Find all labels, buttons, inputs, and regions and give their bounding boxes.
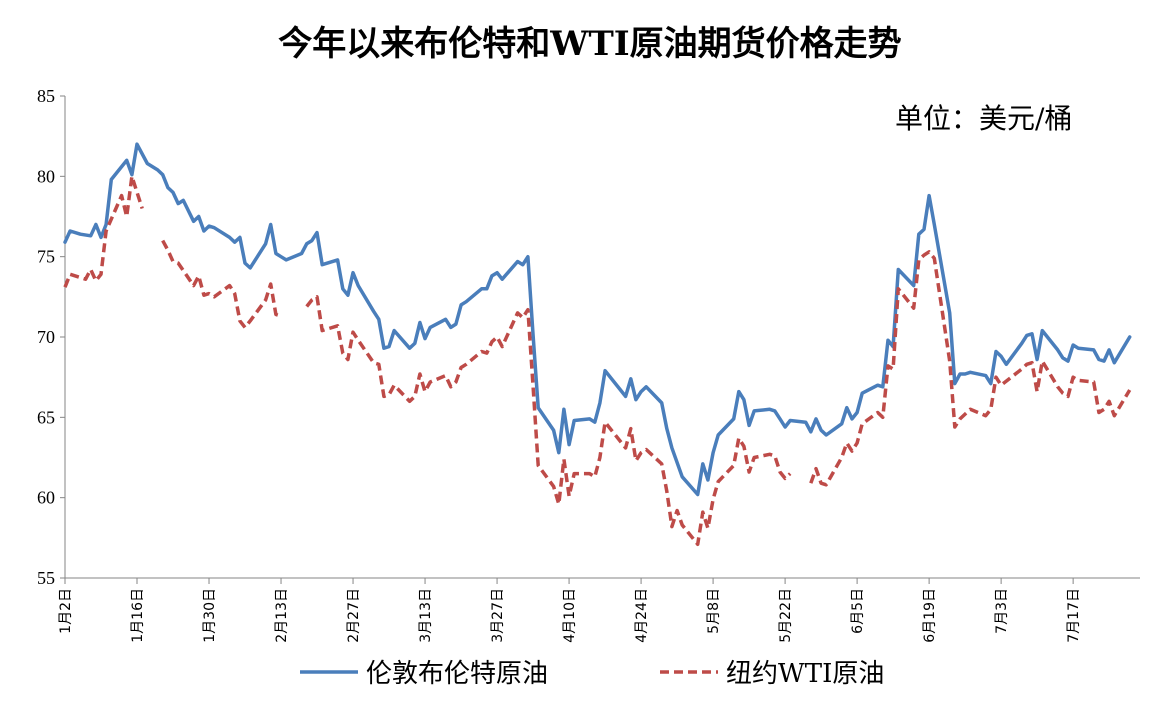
x-tick-label: 4月24日	[634, 588, 650, 643]
x-tick-label: 6月19日	[922, 588, 938, 643]
x-tick-label: 6月5日	[850, 588, 866, 634]
x-tick-label: 5月22日	[778, 588, 794, 643]
legend-label: 纽约WTI原油	[726, 659, 884, 689]
x-tick-label: 5月8日	[706, 588, 722, 634]
series-line	[63, 174, 144, 288]
series-line	[63, 142, 1132, 497]
chart-title: 今年以来布伦特和WTI原油期货价格走势	[278, 24, 901, 64]
series-1	[63, 142, 1132, 497]
x-tick-label: 1月30日	[202, 588, 218, 643]
y-tick-label: 60	[37, 488, 55, 508]
y-tick-label: 80	[37, 166, 55, 186]
x-tick-label: 1月16日	[130, 588, 146, 643]
x-tick-label: 1月2日	[58, 588, 74, 634]
x-tick-label: 2月13日	[274, 588, 290, 643]
y-tick-label: 85	[37, 86, 55, 106]
series-line	[305, 295, 792, 547]
series-line	[809, 250, 1132, 487]
series-2	[63, 174, 1132, 547]
series-layer	[63, 142, 1132, 547]
y-tick-label: 75	[37, 247, 55, 267]
y-tick-label: 55	[37, 568, 55, 588]
x-tick-label: 3月27日	[490, 588, 506, 643]
x-tick-label: 4月10日	[562, 588, 578, 643]
x-tick-label: 2月27日	[346, 588, 362, 643]
x-tick-label: 3月13日	[418, 588, 434, 643]
series-line	[161, 239, 282, 330]
x-tick-label: 7月17日	[1066, 588, 1082, 643]
legend-label: 伦敦布伦特原油	[366, 659, 548, 689]
y-tick-label: 70	[37, 327, 55, 347]
y-tick-label: 65	[37, 407, 55, 427]
x-tick-label: 7月3日	[994, 588, 1010, 634]
unit-label: 单位：美元/桶	[895, 102, 1072, 135]
legend: 伦敦布伦特原油 纽约WTI原油	[300, 659, 884, 689]
axes: 55 60 65 70 75 80 85 1月2日 1月16日 1月30日 2月13日 2月27日 3月…	[37, 86, 1140, 643]
